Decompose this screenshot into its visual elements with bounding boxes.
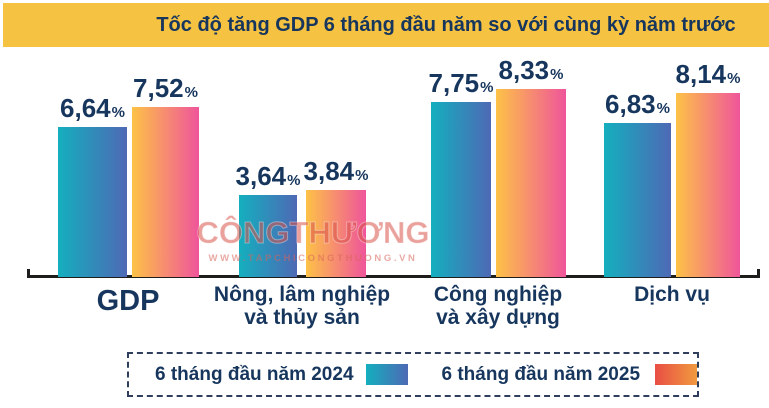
percent-sign: % <box>287 172 301 189</box>
bar-2025-3 <box>496 89 566 277</box>
percent-sign: % <box>727 70 741 87</box>
bar-value-label: 7,75% <box>429 68 494 99</box>
bar-value-number: 6,83 <box>605 89 656 119</box>
bar-2024-1 <box>58 127 127 277</box>
legend-label-2024: 6 tháng đầu năm 2024 <box>155 363 354 385</box>
bar-2025-1 <box>132 107 199 277</box>
bar-value-label: 3,84% <box>304 156 369 187</box>
bar-value-number: 3,64 <box>235 161 287 191</box>
legend-swatch-2025 <box>655 364 697 385</box>
chart-title-band: Tốc độ tăng GDP 6 tháng đầu năm so với c… <box>3 3 769 47</box>
percent-sign: % <box>480 79 494 96</box>
legend-label-2025: 6 tháng đầu năm 2025 <box>441 363 641 385</box>
category-label-2: Nông, lâm nghiệp và thủy sản <box>213 283 391 329</box>
bar-value-label: 7,52% <box>133 73 198 104</box>
chart-legend: 6 tháng đầu năm 2024 6 tháng đầu năm 202… <box>127 352 699 397</box>
bar-2024-3 <box>431 102 491 277</box>
percent-sign: % <box>656 100 670 117</box>
bar-value-label: 8,33% <box>499 55 564 86</box>
bar-value-label: 6,64% <box>60 93 125 124</box>
x-axis-left-tick <box>27 269 30 278</box>
legend-swatch-2024 <box>365 364 408 385</box>
percent-sign: % <box>355 167 369 184</box>
bar-value-label: 3,64% <box>236 161 301 192</box>
bar-2024-4 <box>604 123 671 277</box>
bar-2025-2 <box>306 190 366 277</box>
x-axis-right-tick <box>757 269 760 278</box>
category-label-3: Công nghiệp và xây dựng <box>433 283 563 329</box>
category-label-1: GDP <box>96 285 160 317</box>
bar-value-number: 8,33 <box>498 55 550 85</box>
category-label-4: Dịch vụ <box>634 283 710 306</box>
percent-sign: % <box>550 66 564 83</box>
bar-value-label: 8,14% <box>676 59 741 90</box>
bar-value-number: 3,84 <box>303 156 355 186</box>
bar-2024-2 <box>239 195 297 277</box>
bar-value-number: 7,75 <box>428 68 480 98</box>
bar-value-label: 6,83% <box>605 89 670 120</box>
percent-sign: % <box>111 104 125 121</box>
bar-value-number: 7,52 <box>133 73 184 103</box>
x-axis-line <box>27 275 760 278</box>
chart-title: Tốc độ tăng GDP 6 tháng đầu năm so với c… <box>156 13 736 36</box>
percent-sign: % <box>184 84 198 101</box>
bar-value-number: 8,14 <box>675 59 727 89</box>
bar-2025-4 <box>676 93 740 277</box>
bar-value-number: 6,64 <box>60 93 111 123</box>
